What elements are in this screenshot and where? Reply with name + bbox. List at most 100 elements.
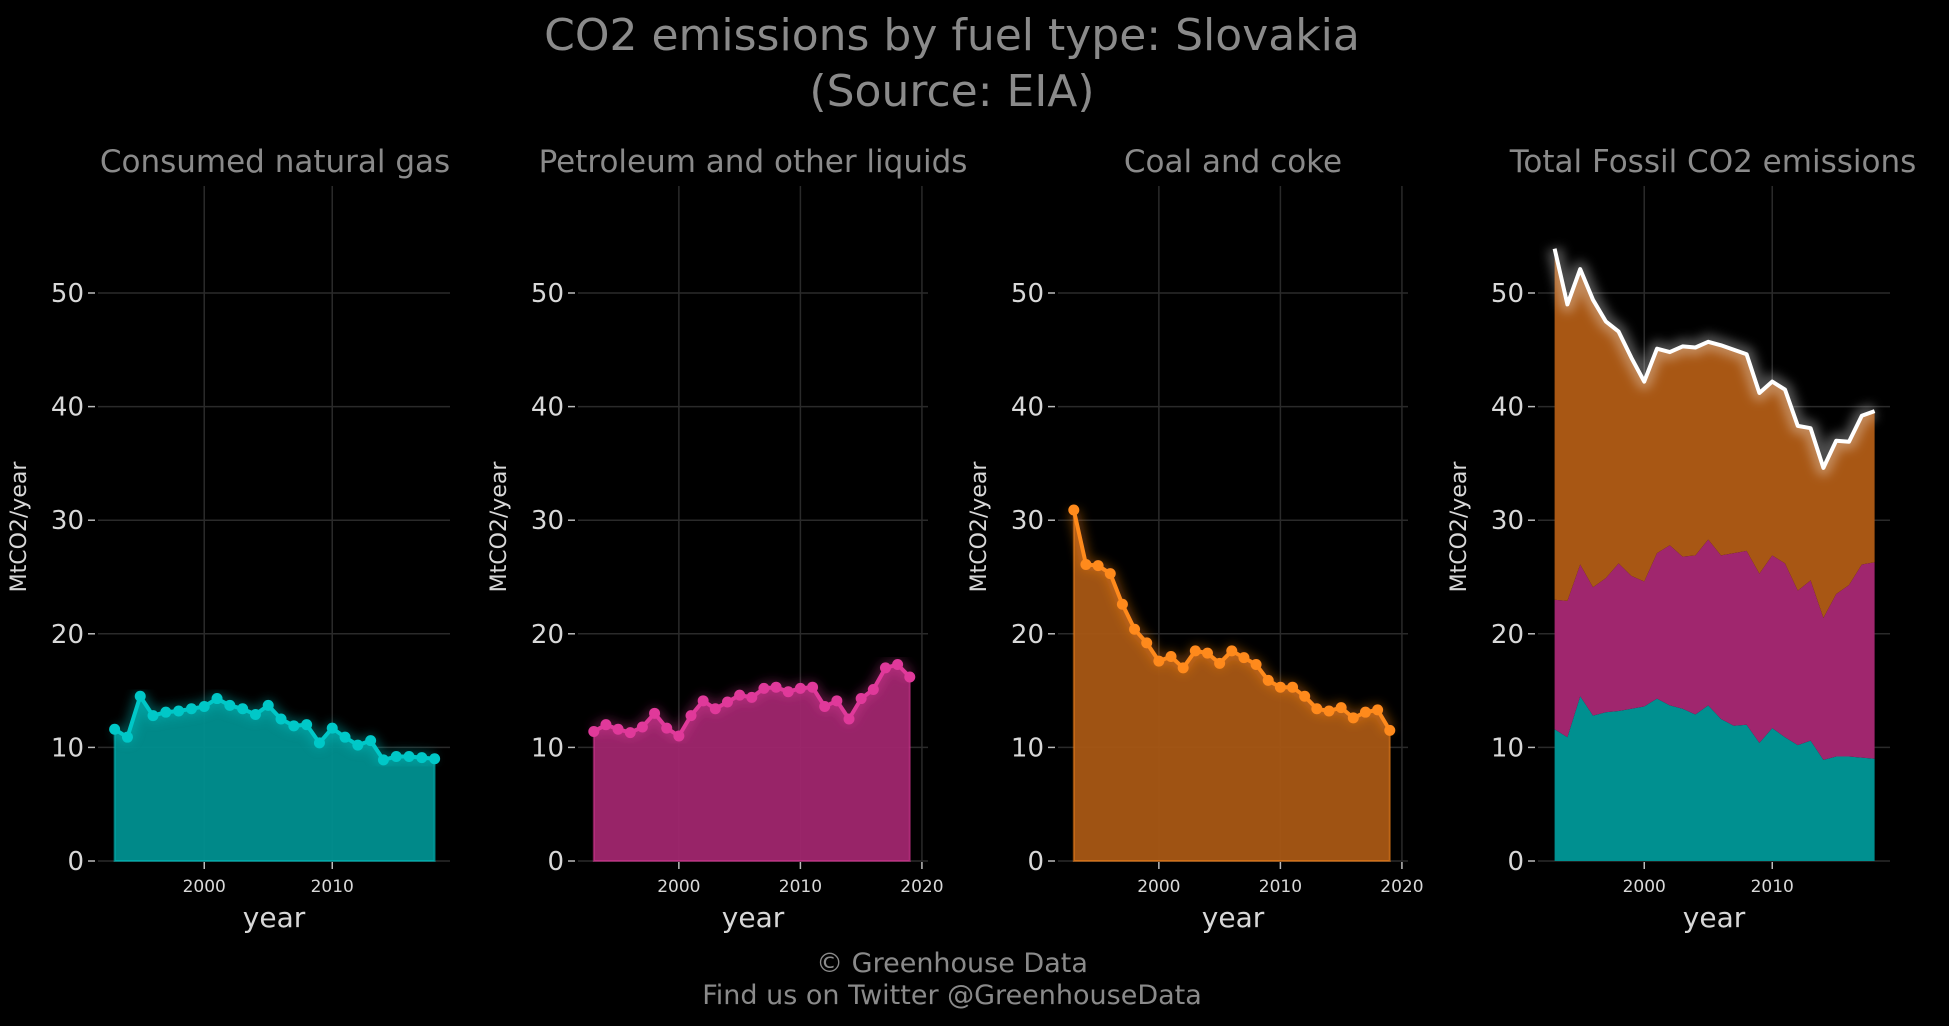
data-point xyxy=(1189,645,1201,657)
data-point xyxy=(794,682,806,694)
data-point xyxy=(1347,712,1359,724)
y-tick-label: 0 xyxy=(547,847,564,877)
data-point xyxy=(867,683,879,695)
y-tick-label: 10 xyxy=(1011,733,1044,763)
data-point xyxy=(1299,690,1311,702)
data-point xyxy=(807,681,819,693)
data-point xyxy=(1359,706,1371,718)
data-point xyxy=(1384,724,1396,736)
data-point xyxy=(134,690,146,702)
area-coal-layer xyxy=(1554,248,1875,618)
data-point xyxy=(288,720,300,732)
data-point xyxy=(612,723,624,735)
data-point xyxy=(673,730,685,742)
data-point xyxy=(403,750,415,762)
footer-twitter: Find us on Twitter @GreenhouseData xyxy=(702,980,1202,1011)
area-petroleum-layer xyxy=(1554,539,1875,760)
data-point xyxy=(879,662,891,674)
data-point xyxy=(758,682,770,694)
x-axis-label: year xyxy=(1202,901,1265,934)
data-point xyxy=(697,695,709,707)
area-fill xyxy=(113,693,436,862)
data-point xyxy=(339,731,351,743)
x-tick-label: 2000 xyxy=(657,877,700,897)
panel-title: Total Fossil CO2 emissions xyxy=(1509,144,1917,180)
data-point xyxy=(649,707,661,719)
y-tick-label: 30 xyxy=(1011,506,1044,536)
chart-title-line1: CO2 emissions by fuel type: Slovakia xyxy=(544,10,1360,61)
data-point xyxy=(1323,705,1335,717)
y-axis-label: MtCO2/year xyxy=(1447,461,1472,593)
y-tick-label: 20 xyxy=(1011,620,1044,650)
area-gas-layer xyxy=(1554,696,1875,861)
data-point xyxy=(843,713,855,725)
y-tick-label: 30 xyxy=(1491,506,1524,536)
data-point xyxy=(600,719,612,731)
data-point xyxy=(173,705,185,717)
y-tick-label: 20 xyxy=(531,620,564,650)
data-point xyxy=(1141,637,1153,649)
data-point xyxy=(147,710,159,722)
data-point xyxy=(275,713,287,725)
data-point xyxy=(224,699,236,711)
data-point xyxy=(1068,504,1080,516)
panel-1: Consumed natural gas 0 10 20 30 40 50 2000 2010y… xyxy=(7,144,450,934)
data-point xyxy=(892,658,904,670)
data-point xyxy=(249,708,261,720)
y-tick-label: 40 xyxy=(531,393,564,423)
data-point xyxy=(782,686,794,698)
y-tick-label: 0 xyxy=(1027,847,1044,877)
data-point xyxy=(109,723,121,735)
y-tick-label: 20 xyxy=(1491,620,1524,650)
chart-title-line2: (Source: EIA) xyxy=(809,66,1094,117)
data-point xyxy=(1201,647,1213,659)
panel-title: Coal and coke xyxy=(1124,144,1342,180)
data-point xyxy=(636,721,648,733)
panel-3: Coal and coke 0 10 20 30 40 50 2000 2010 2020 year… xyxy=(967,144,1424,934)
data-point xyxy=(1165,651,1177,663)
x-tick-label: 2010 xyxy=(311,877,354,897)
y-axis-label: MtCO2/year xyxy=(487,461,512,593)
data-point xyxy=(313,737,325,749)
data-point xyxy=(721,696,733,708)
data-point xyxy=(326,722,338,734)
data-point xyxy=(416,752,428,764)
data-point xyxy=(301,719,313,731)
y-tick-label: 10 xyxy=(531,733,564,763)
x-axis-label: year xyxy=(722,901,785,934)
data-point xyxy=(237,703,249,715)
data-point xyxy=(709,703,721,715)
panel-4: Total Fossil CO2 emissions 0 10 20 30 40 50 200… xyxy=(1447,144,1916,934)
data-point xyxy=(1080,559,1092,571)
y-tick-label: 40 xyxy=(1011,393,1044,423)
y-axis-label: MtCO2/year xyxy=(7,461,32,593)
y-tick-label: 10 xyxy=(51,733,84,763)
x-tick-label: 2010 xyxy=(779,877,822,897)
data-point xyxy=(855,693,867,705)
y-tick-label: 50 xyxy=(1011,279,1044,309)
panel-title: Petroleum and other liquids xyxy=(539,144,968,180)
y-tick-label: 10 xyxy=(1491,733,1524,763)
data-point xyxy=(1372,704,1384,716)
data-point xyxy=(377,754,389,766)
data-point xyxy=(770,681,782,693)
area-fill xyxy=(1072,509,1391,862)
y-tick-label: 30 xyxy=(531,506,564,536)
x-tick-label: 2020 xyxy=(1380,877,1423,897)
data-point xyxy=(185,703,197,715)
data-point xyxy=(819,701,831,713)
data-point xyxy=(904,671,916,683)
x-tick-label: 2010 xyxy=(1259,877,1302,897)
footer-copyright: © Greenhouse Data xyxy=(816,948,1088,979)
y-tick-label: 40 xyxy=(1491,393,1524,423)
y-tick-label: 50 xyxy=(51,279,84,309)
data-point xyxy=(1153,655,1165,667)
y-tick-label: 40 xyxy=(51,393,84,423)
data-point xyxy=(1311,703,1323,715)
data-point xyxy=(1262,674,1274,686)
y-tick-label: 0 xyxy=(1507,847,1524,877)
y-axis-label: MtCO2/year xyxy=(967,461,992,593)
data-point xyxy=(1116,598,1128,610)
